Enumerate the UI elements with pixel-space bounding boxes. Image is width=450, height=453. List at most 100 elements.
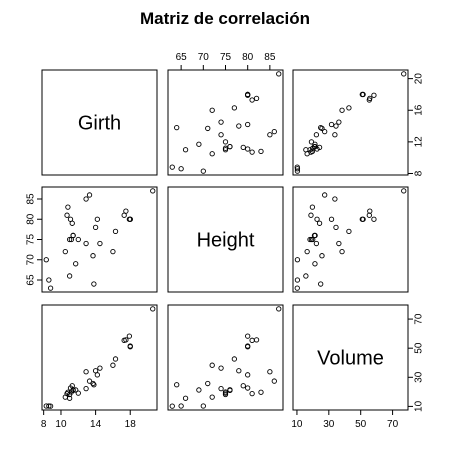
data-point (332, 132, 338, 138)
data-point (271, 378, 277, 384)
tick-label: 8 (41, 419, 47, 430)
y-axis-right-girth: 8 12 16 20 (408, 73, 425, 176)
panel-grid: Girth Height Volume 8 10 14 18 10 30 50 70 65 70 75 80… (26, 52, 425, 430)
data-point (205, 380, 211, 387)
data-point (309, 204, 316, 210)
data-point (200, 168, 206, 174)
data-point (276, 71, 282, 77)
data-point (182, 147, 189, 153)
data-point (253, 95, 260, 102)
data-point (196, 387, 202, 393)
data-point (75, 236, 81, 243)
data-point (401, 71, 407, 77)
data-point (249, 97, 255, 103)
data-point (332, 196, 338, 202)
tick-label: 8 (414, 170, 425, 176)
data-point (209, 362, 215, 368)
diagonal-panel-girth: Girth (41, 69, 158, 176)
data-point (371, 216, 377, 222)
data-point (73, 261, 79, 267)
variable-label: Volume (317, 348, 384, 370)
data-point (318, 281, 324, 287)
data-point (69, 220, 75, 226)
tick-label: 50 (414, 342, 425, 354)
data-point (196, 141, 202, 147)
data-point (218, 132, 224, 138)
data-point (86, 192, 93, 198)
data-point (276, 306, 282, 312)
scatter-panel-volume-vs-girth (41, 304, 158, 411)
data-point (43, 257, 49, 263)
data-point (313, 132, 320, 138)
tick-label: 20 (414, 73, 425, 85)
data-point (127, 216, 133, 222)
data-point (294, 277, 301, 283)
data-point (227, 143, 233, 150)
data-point (222, 145, 229, 151)
data-point (231, 105, 238, 111)
scatter-panel-girth-vs-volume (292, 69, 409, 176)
data-point (308, 236, 315, 243)
data-point (240, 144, 246, 151)
data-point (75, 390, 81, 396)
data-point (218, 385, 224, 392)
data-point (127, 344, 133, 350)
data-point (346, 105, 352, 111)
data-point (359, 216, 365, 222)
data-point (367, 95, 373, 102)
data-point (236, 123, 242, 129)
data-point (367, 208, 373, 214)
tick-label: 10 (414, 400, 425, 412)
tick-label: 16 (414, 104, 425, 116)
data-point (110, 362, 116, 368)
tick-label: 80 (26, 213, 37, 225)
tick-label: 75 (220, 52, 232, 63)
data-point (174, 124, 180, 131)
data-point (90, 380, 96, 387)
tick-label: 50 (355, 419, 367, 430)
data-point (62, 248, 68, 255)
data-point (97, 365, 103, 371)
tick-label: 30 (414, 371, 425, 383)
data-point (70, 232, 76, 239)
data-point (312, 232, 318, 239)
data-point (46, 277, 52, 283)
panel-frame (41, 69, 158, 176)
panel-frame (167, 186, 284, 293)
data-point (328, 121, 335, 128)
data-point (123, 337, 129, 343)
tick-label: 30 (323, 419, 335, 430)
data-point (150, 188, 156, 194)
scatter-panel-height-vs-volume (292, 186, 409, 293)
diagonal-panel-height: Height (167, 186, 284, 293)
data-point (236, 368, 242, 374)
data-point (110, 248, 116, 255)
data-point (66, 236, 73, 243)
data-point (303, 273, 309, 279)
data-point (83, 240, 89, 247)
data-point (312, 261, 318, 267)
data-point (336, 240, 342, 247)
data-point (178, 166, 184, 172)
data-point (66, 273, 73, 279)
data-point (346, 228, 352, 235)
panel-frame (292, 304, 409, 411)
data-point (271, 128, 277, 135)
tick-label: 85 (26, 193, 37, 205)
data-point (267, 369, 273, 375)
data-point (209, 151, 215, 157)
data-point (218, 119, 224, 125)
data-point (169, 164, 175, 170)
data-point (126, 333, 133, 339)
panel-frame (167, 69, 284, 176)
data-point (47, 285, 54, 291)
x-axis-bottom-girth: 8 10 14 18 (41, 410, 136, 430)
scatter-panel-girth-vs-height (167, 69, 284, 176)
data-point (339, 248, 345, 255)
data-point (92, 224, 99, 231)
panel-frame (41, 186, 158, 293)
data-point (64, 212, 70, 218)
data-point (245, 385, 251, 391)
data-point (83, 369, 89, 375)
